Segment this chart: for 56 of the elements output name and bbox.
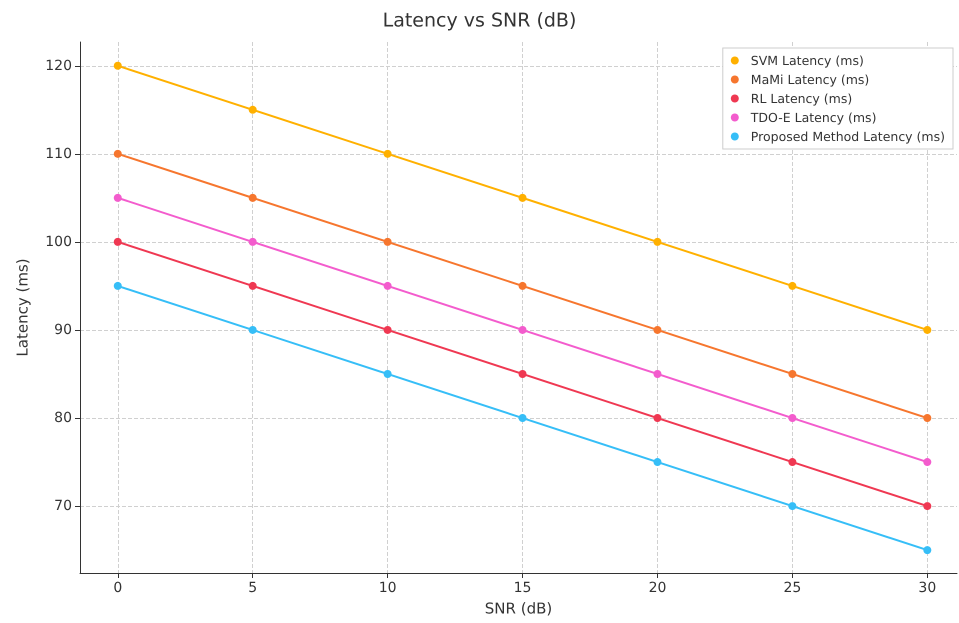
y-tick-label: 110 — [45, 146, 72, 162]
point — [788, 502, 796, 510]
point — [653, 238, 662, 246]
point — [114, 62, 122, 70]
y-tick-label: 120 — [45, 58, 72, 74]
point — [923, 458, 932, 466]
x-tick-label: 10 — [378, 580, 397, 596]
point — [248, 106, 257, 114]
point — [923, 326, 932, 334]
point — [788, 414, 796, 422]
point — [653, 370, 662, 378]
point — [923, 546, 932, 554]
point — [384, 370, 392, 378]
point — [788, 282, 796, 290]
point — [248, 282, 257, 290]
point — [248, 194, 257, 202]
point — [384, 326, 392, 334]
point — [384, 282, 392, 290]
x-axis-title: SNR (dB) — [484, 600, 552, 618]
point — [248, 326, 257, 334]
point — [248, 238, 257, 246]
point — [518, 370, 527, 378]
x-tick-label: 5 — [248, 580, 258, 596]
point — [384, 238, 392, 246]
legend-label: Proposed Method Latency (ms) — [750, 129, 945, 144]
point — [653, 326, 662, 334]
legend-label: TDO-E Latency (ms) — [750, 110, 876, 125]
point — [518, 194, 527, 202]
point — [788, 458, 796, 466]
legend-label: RL Latency (ms) — [750, 91, 852, 106]
y-tick-label: 80 — [54, 410, 72, 426]
point — [384, 150, 392, 158]
y-tick-label: 100 — [45, 234, 72, 250]
point — [114, 238, 122, 246]
y-tick-label: 70 — [54, 498, 72, 514]
point — [518, 282, 527, 290]
point — [518, 414, 527, 422]
y-axis-title: Latency (ms) — [14, 258, 32, 357]
point — [788, 370, 796, 378]
chart-title: Latency vs SNR (dB) — [382, 10, 576, 32]
point — [653, 414, 662, 422]
x-tick-label: 20 — [648, 580, 666, 596]
x-tick-label: 0 — [113, 580, 122, 596]
x-tick-label: 30 — [918, 580, 936, 596]
point — [923, 502, 932, 510]
legend-label: MaMi Latency (ms) — [750, 72, 870, 87]
x-tick-label: 25 — [783, 580, 802, 596]
point — [114, 282, 122, 290]
y-tick-label: 90 — [54, 322, 72, 338]
point — [114, 194, 122, 202]
point — [518, 326, 527, 334]
point — [923, 414, 932, 422]
legend-label: SVM Latency (ms) — [750, 53, 864, 68]
point — [114, 150, 122, 158]
point — [653, 458, 662, 466]
x-tick-label: 15 — [514, 580, 532, 596]
